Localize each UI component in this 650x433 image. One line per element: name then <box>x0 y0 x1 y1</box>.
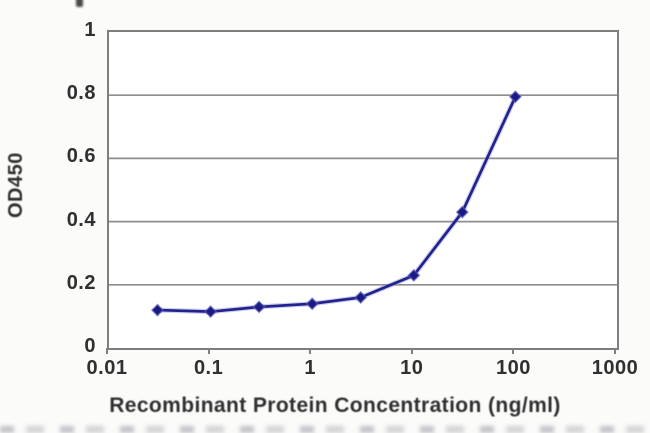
y-tick-label: 0 <box>84 335 96 357</box>
y-tick-label: 0.2 <box>66 271 96 294</box>
x-tick-label: 0.01 <box>86 357 128 379</box>
plot-area <box>107 30 619 350</box>
x-tick-mark <box>512 348 515 354</box>
data-point-marker <box>203 305 218 319</box>
y-tick-label: 0.6 <box>66 145 96 168</box>
x-tick-mark <box>410 348 413 354</box>
data-point-marker <box>252 300 266 314</box>
x-tick-label: 1 <box>304 357 316 379</box>
x-tick-label: 10 <box>400 357 424 379</box>
series-line <box>157 96 517 314</box>
data-point-marker <box>305 297 319 311</box>
data-point-marker <box>354 290 368 305</box>
od450-series-line <box>157 95 518 315</box>
data-point-marker <box>150 303 165 317</box>
x-tick-mark <box>309 348 312 354</box>
x-tick-mark <box>106 348 108 354</box>
x-tick-label: 1000 <box>591 357 639 379</box>
chart-canvas <box>109 90 617 319</box>
y-axis-title: OD450 <box>5 152 27 218</box>
horizontal-gridlines <box>109 94 617 286</box>
x-tick-label: 100 <box>495 357 531 379</box>
cropped-top-text-artifact <box>76 0 83 7</box>
y-tick-label: 0.4 <box>66 208 96 231</box>
cropped-bottom-text-artifact <box>0 426 650 433</box>
y-tick-label: 0.8 <box>66 82 96 105</box>
data-point-markers <box>150 90 523 319</box>
x-tick-mark <box>207 348 210 354</box>
y-tick-label: 1 <box>84 19 96 41</box>
series-line-halo <box>157 95 518 315</box>
data-point-marker <box>407 268 421 282</box>
x-axis-title: Recombinant Protein Concentration (ng/ml… <box>109 394 561 417</box>
data-point-marker <box>455 205 469 219</box>
x-tick-label: 0.1 <box>193 357 224 379</box>
data-point-marker <box>508 90 523 104</box>
x-tick-mark <box>614 348 616 354</box>
